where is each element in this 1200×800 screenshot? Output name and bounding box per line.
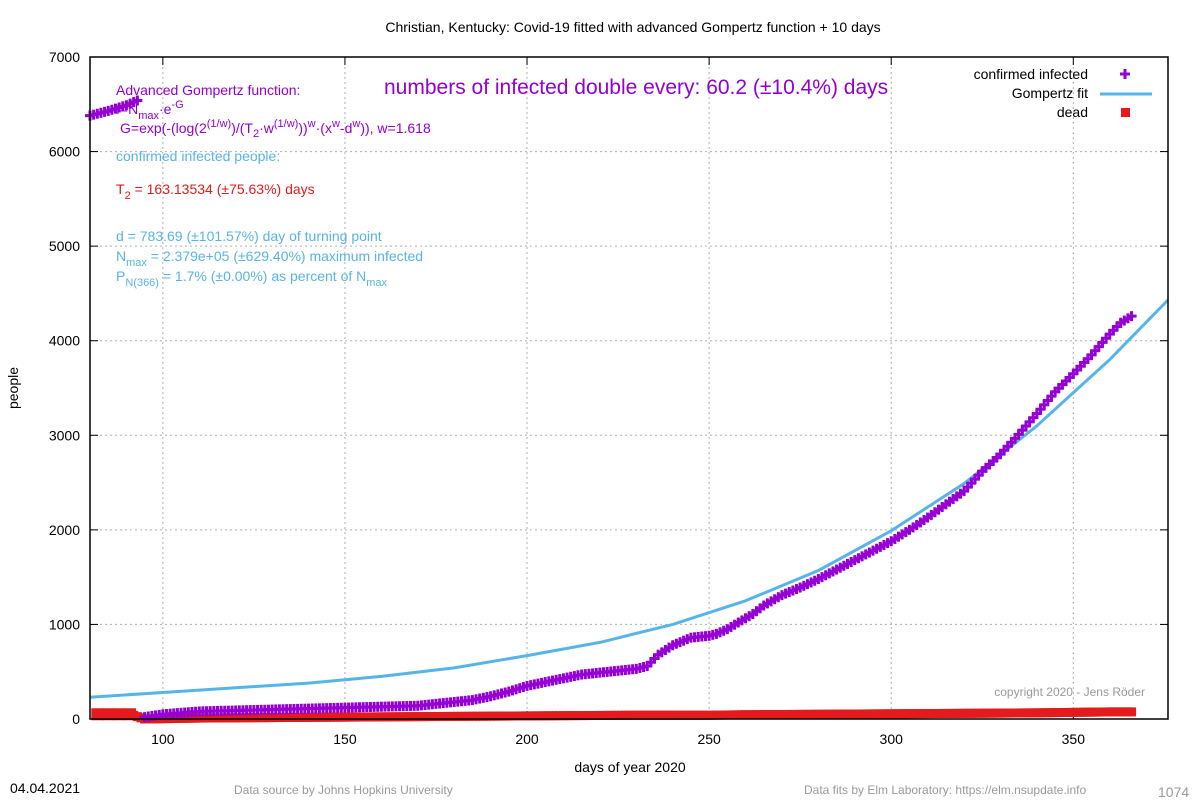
t2-a: T (116, 181, 125, 197)
y-tick-label: 5000 (49, 238, 80, 254)
axis-ticks: 0 1000 2000 3000 4000 5000 6000 7000 100 150 200 25… (49, 49, 1168, 747)
formula-2-b: )/(T (231, 120, 253, 136)
legend-label-confirmed: confirmed infected (974, 66, 1088, 82)
formula-1-sup: -G (171, 99, 183, 111)
formula-line-2: G=exp(-(log(2(1/w))/(T2·w(1/w)))w·(xw-dw… (120, 118, 431, 140)
formula-2-sup5: w (351, 118, 360, 130)
x-tick-label: 300 (880, 731, 904, 747)
infected-point (132, 95, 143, 106)
dead-point (113, 708, 126, 721)
formula-2-sup3: w (307, 118, 316, 130)
pn-sub2: max (366, 277, 387, 289)
t2-sub: 2 (125, 190, 131, 202)
legend-marker-dead (1121, 108, 1130, 117)
series-confirmed-infected (85, 95, 1137, 723)
formula-line-1: f=Nmax·e-G (116, 99, 184, 122)
y-tick-label: 1000 (49, 616, 80, 632)
x-tick-label: 250 (697, 731, 721, 747)
y-tick-label: 7000 (49, 49, 80, 65)
formula-2-g: )), w=1.618 (360, 120, 431, 136)
formula-2-sup2: (1/w) (274, 118, 298, 130)
y-tick-label: 4000 (49, 333, 80, 349)
formula-title: Advanced Gompertz function: (116, 82, 300, 98)
legend-label-fit: Gompertz fit (1012, 85, 1088, 101)
formula-1-b: ·e (159, 101, 172, 117)
pn-line: PN(366) = 1.7% (±0.00%) as percent of Nm… (116, 268, 388, 289)
formula-2-d: )) (298, 120, 307, 136)
formula-1-sub: max (138, 110, 159, 122)
chart-title: Christian, Kentucky: Covid-19 fitted wit… (385, 19, 880, 35)
x-tick-label: 100 (151, 731, 175, 747)
y-tick-label: 0 (72, 711, 80, 727)
grid (90, 57, 1168, 719)
y-tick-label: 6000 (49, 144, 80, 160)
turning-point: d = 783.69 (±101.57%) day of turning poi… (116, 228, 382, 244)
dead-point (102, 708, 115, 721)
formula-2-f: -d (340, 120, 352, 136)
dead-point (1127, 707, 1137, 717)
formula-2-sub: 2 (253, 128, 259, 140)
pn-b: = 1.7% (±0.00%) as percent of N (159, 268, 366, 284)
nmax-sub: max (126, 257, 147, 269)
nmax-a: N (116, 248, 126, 264)
legend-label-dead: dead (1057, 104, 1088, 120)
x-tick-label: 150 (333, 731, 357, 747)
pn-sub: N(366) (125, 277, 159, 289)
formula-2-a: G=exp(-(log(2 (120, 120, 207, 136)
y-tick-label: 3000 (49, 427, 80, 443)
formula-1-a: f=N (116, 101, 138, 117)
confirmed-header: confirmed infected people: (116, 148, 280, 164)
footer-date: 04.04.2021 (10, 780, 80, 796)
formula-2-e: ·(x (316, 120, 332, 136)
formula-2-sup1: (1/w) (207, 118, 231, 130)
doubling-time-t2: T2 = 163.13534 (±75.63%) days (116, 181, 315, 202)
footer-code: 1074 (1158, 784, 1189, 800)
infected-point (1126, 311, 1137, 322)
pn-a: P (116, 268, 125, 284)
doubling-headline: numbers of infected double every: 60.2 (… (384, 76, 888, 99)
dead-point (124, 708, 137, 721)
series-dead (91, 707, 1137, 724)
legend: confirmed infected Gompertz fit dead (974, 66, 1152, 120)
t2-b: = 163.13534 (±75.63%) days (131, 181, 315, 197)
dead-point (91, 708, 104, 721)
legend-marker-confirmed (1120, 69, 1130, 79)
y-tick-label: 2000 (49, 522, 80, 538)
plot-frame (89, 56, 1169, 720)
x-tick-label: 350 (1062, 731, 1086, 747)
formula-2-c: ·w (259, 120, 275, 136)
nmax-line: Nmax = 2.379e+05 (±629.40%) maximum infe… (116, 248, 423, 269)
x-tick-label: 200 (515, 731, 539, 747)
copyright: copyright 2020 - Jens Röder (994, 685, 1145, 699)
y-axis-label: people (5, 367, 21, 409)
nmax-b: = 2.379e+05 (±629.40%) maximum infected (147, 248, 423, 264)
x-axis-label: days of year 2020 (574, 759, 686, 775)
formula-2-sup4: w (331, 118, 340, 130)
footer-fits: Data fits by Elm Laboratory: https://elm… (804, 783, 1086, 797)
footer-source: Data source by Johns Hopkins University (234, 783, 453, 797)
